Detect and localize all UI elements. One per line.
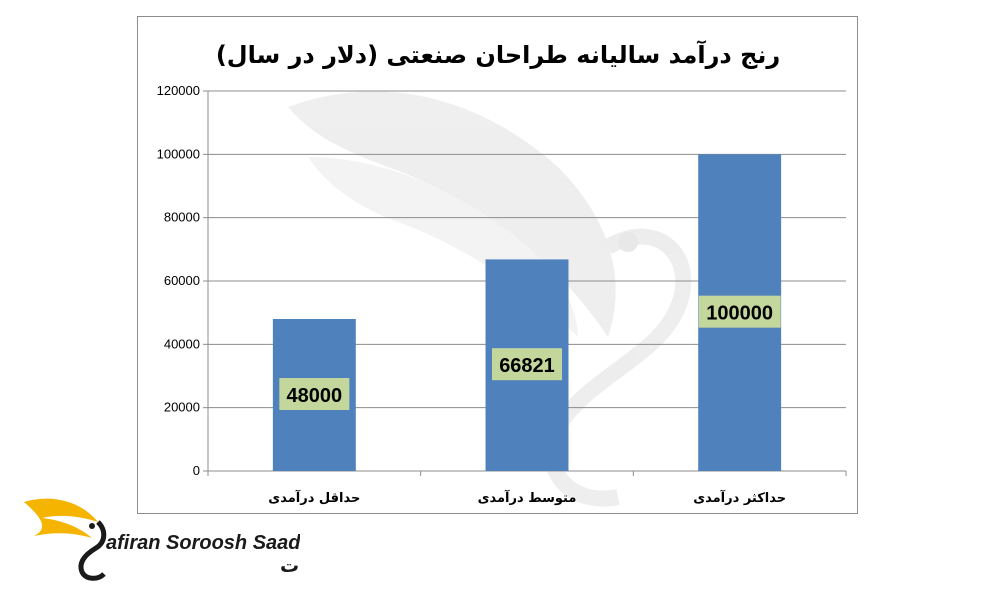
bar-chart: رنج درآمد سالیانه طراحان صنعتی (دلار در … xyxy=(157,40,847,507)
y-tick-label: 100000 xyxy=(157,146,200,161)
brand-logo: afiran Soroosh Saadat سفیران سروش سعادت xyxy=(20,492,502,582)
golden-wing-swan-logo-icon xyxy=(24,498,107,581)
y-tick-label: 20000 xyxy=(164,400,200,415)
y-tick-label: 40000 xyxy=(164,336,200,351)
y-tick-label: 0 xyxy=(193,463,200,478)
y-tick-label: 80000 xyxy=(164,210,200,225)
brand-name-fa: سفیران سروش سعادت xyxy=(280,555,300,577)
watermark-logo xyxy=(288,91,692,507)
y-tick-label: 120000 xyxy=(157,83,200,98)
y-tick-label: 60000 xyxy=(164,273,200,288)
data-label-box xyxy=(698,295,781,328)
x-category-label: متوسط درآمدی xyxy=(478,489,577,506)
data-label: 100000 xyxy=(706,303,773,325)
x-category-label: حداقل درآمدی xyxy=(268,489,360,506)
x-category-label: حداکثر درآمدی xyxy=(693,489,786,506)
data-label: 48000 xyxy=(287,385,343,407)
data-labels: 48000 66821 100000 xyxy=(279,295,781,410)
brand-name-en: afiran Soroosh Saadat xyxy=(106,532,300,554)
chart-title: رنج درآمد سالیانه طراحان صنعتی (دلار در … xyxy=(216,40,780,69)
y-axis: 0 20000 40000 60000 80000 100000 120000 xyxy=(157,83,209,478)
data-label: 66821 xyxy=(499,355,555,377)
data-label-box xyxy=(492,348,562,381)
chart-area: رنج درآمد سالیانه طراحان صنعتی (دلار در … xyxy=(137,16,858,514)
x-axis: حداقل درآمدی متوسط درآمدی حداکثر درآمدی xyxy=(207,471,847,506)
data-label-box xyxy=(279,378,350,410)
